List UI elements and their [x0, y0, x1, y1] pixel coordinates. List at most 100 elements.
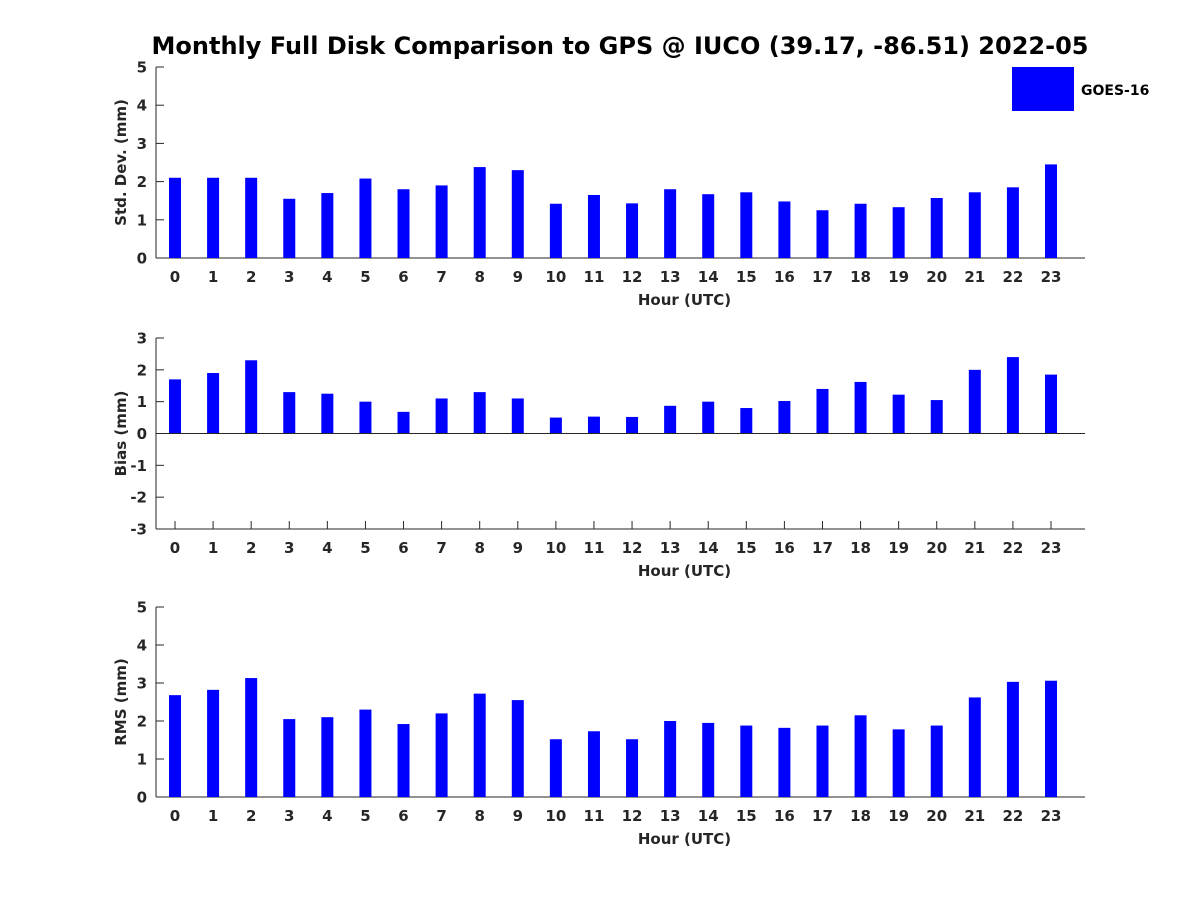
x-tick-label: 13 [660, 268, 681, 286]
x-tick-label: 2 [246, 807, 256, 825]
bar-hour-11 [587, 194, 600, 258]
bar-hour-9 [511, 398, 524, 434]
bar-hour-23 [1045, 374, 1057, 434]
bar-hour-11 [587, 731, 600, 797]
y-axis-label: Std. Dev. (mm) [112, 99, 130, 226]
bar-hour-20 [930, 400, 943, 434]
x-tick-label: 12 [622, 268, 643, 286]
x-tick-label: 2 [246, 268, 256, 286]
bar-hour-20 [930, 198, 943, 258]
bar-hour-17 [816, 388, 829, 434]
x-axis-label: Hour (UTC) [638, 830, 731, 848]
bar-hour-6 [397, 411, 410, 434]
x-tick-label: 1 [208, 807, 218, 825]
bar-hour-13 [664, 721, 677, 797]
x-tick-label: 5 [360, 539, 370, 557]
y-tick-label: 1 [137, 751, 147, 769]
x-tick-label: 14 [698, 807, 719, 825]
y-axis-label: RMS (mm) [112, 658, 130, 745]
x-tick-label: 22 [1002, 807, 1023, 825]
x-tick-label: 21 [964, 268, 985, 286]
bar-hour-0 [169, 695, 181, 797]
x-tick-label: 14 [698, 268, 719, 286]
x-tick-label: 3 [284, 539, 294, 557]
x-tick-label: 12 [622, 539, 643, 557]
x-tick-label: 5 [360, 807, 370, 825]
x-tick-label: 17 [812, 807, 833, 825]
x-tick-label: 8 [474, 807, 484, 825]
y-tick-label: 0 [137, 425, 147, 443]
x-tick-label: 17 [812, 268, 833, 286]
y-tick-label: 0 [137, 250, 147, 268]
x-axis-label: Hour (UTC) [638, 562, 731, 580]
x-tick-label: 9 [513, 539, 523, 557]
bar-hour-2 [245, 360, 258, 434]
bar-hour-2 [245, 678, 258, 797]
x-tick-label: 9 [513, 268, 523, 286]
y-tick-label: -3 [130, 521, 147, 539]
x-tick-label: 19 [888, 268, 909, 286]
x-tick-label: 4 [322, 268, 332, 286]
bar-hour-19 [892, 207, 905, 258]
bar-hour-8 [473, 167, 486, 258]
bar-hour-22 [1006, 187, 1019, 258]
y-tick-label: 4 [137, 97, 147, 115]
bar-hour-1 [207, 689, 220, 797]
bar-hour-0 [169, 177, 181, 258]
bar-hour-8 [473, 392, 486, 434]
x-tick-label: 21 [964, 539, 985, 557]
x-tick-label: 23 [1041, 539, 1062, 557]
bar-hour-3 [283, 198, 296, 258]
bar-hour-16 [778, 727, 791, 797]
x-tick-label: 16 [774, 268, 795, 286]
x-tick-label: 0 [170, 268, 180, 286]
x-tick-label: 23 [1041, 807, 1062, 825]
y-axis-label: Bias (mm) [112, 391, 130, 477]
x-tick-label: 10 [545, 807, 566, 825]
x-tick-label: 2 [246, 539, 256, 557]
x-axis-label: Hour (UTC) [638, 291, 731, 309]
y-tick-label: 2 [137, 361, 147, 379]
x-tick-label: 9 [513, 807, 523, 825]
bar-hour-5 [359, 178, 372, 258]
bar-hour-6 [397, 189, 410, 258]
bar-hour-14 [702, 194, 715, 258]
x-tick-label: 18 [850, 807, 871, 825]
bar-hour-17 [816, 210, 829, 258]
bar-hour-5 [359, 401, 372, 434]
bar-hour-10 [549, 417, 562, 434]
x-tick-label: 15 [736, 268, 757, 286]
y-tick-label: 1 [137, 393, 147, 411]
y-tick-label: -1 [130, 457, 147, 475]
x-tick-label: 18 [850, 268, 871, 286]
x-tick-label: 4 [322, 807, 332, 825]
bar-hour-5 [359, 709, 372, 797]
bar-hour-2 [245, 177, 258, 258]
x-tick-label: 1 [208, 539, 218, 557]
bar-hour-18 [854, 715, 867, 797]
bar-hour-10 [549, 203, 562, 258]
bar-hour-17 [816, 725, 829, 797]
bar-hour-3 [283, 392, 296, 434]
bar-hour-3 [283, 719, 296, 797]
x-tick-label: 19 [888, 539, 909, 557]
bar-hour-9 [511, 700, 524, 797]
x-tick-label: 6 [398, 539, 408, 557]
bar-hour-16 [778, 201, 791, 258]
bar-hour-21 [968, 697, 981, 797]
x-tick-label: 8 [474, 268, 484, 286]
x-tick-label: 20 [926, 807, 947, 825]
x-tick-label: 3 [284, 268, 294, 286]
bar-hour-12 [626, 416, 639, 434]
legend: GOES-16 [1012, 67, 1149, 111]
bar-hour-21 [968, 192, 981, 258]
x-tick-label: 6 [398, 268, 408, 286]
x-tick-label: 11 [584, 268, 605, 286]
x-tick-label: 5 [360, 268, 370, 286]
x-tick-label: 16 [774, 807, 795, 825]
x-tick-label: 18 [850, 539, 871, 557]
x-tick-label: 0 [170, 539, 180, 557]
